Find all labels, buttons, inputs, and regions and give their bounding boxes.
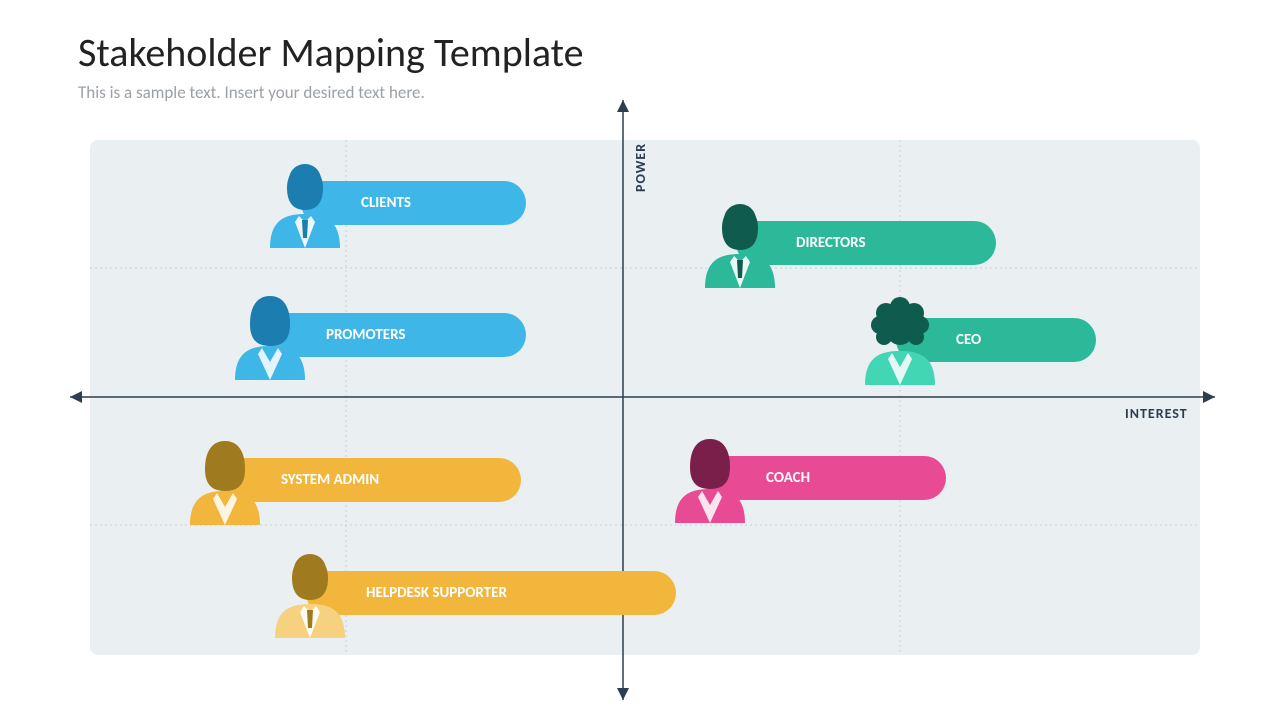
avatar-icon (265, 158, 345, 248)
y-axis-label: POWER (632, 143, 649, 192)
avatar-icon (270, 548, 350, 638)
x-axis-label: INTEREST (1125, 405, 1188, 422)
stakeholder-label: HELPDESK SUPPORTER (306, 571, 676, 615)
stakeholder-clients: CLIENTS (265, 158, 526, 248)
stakeholder-ceo: CEO (860, 295, 1096, 385)
page-subtitle: This is a sample text. Insert your desir… (78, 82, 425, 103)
stakeholder-sysadmin: SYSTEM ADMIN (185, 435, 521, 525)
avatar-icon (185, 435, 265, 525)
page-title: Stakeholder Mapping Template (78, 28, 584, 77)
avatar-icon (670, 433, 750, 523)
stakeholder-label: SYSTEM ADMIN (221, 458, 521, 502)
avatar-icon (700, 198, 780, 288)
avatar-icon (230, 290, 310, 380)
mapping-canvas: CLIENTS PROMOTERS DIRECTORS CEO (90, 140, 1200, 655)
stakeholder-directors: DIRECTORS (700, 198, 996, 288)
stakeholder-coach: COACH (670, 433, 946, 523)
stakeholder-helpdesk: HELPDESK SUPPORTER (270, 548, 676, 638)
avatar-icon (860, 295, 940, 385)
stakeholder-promoters: PROMOTERS (230, 290, 526, 380)
